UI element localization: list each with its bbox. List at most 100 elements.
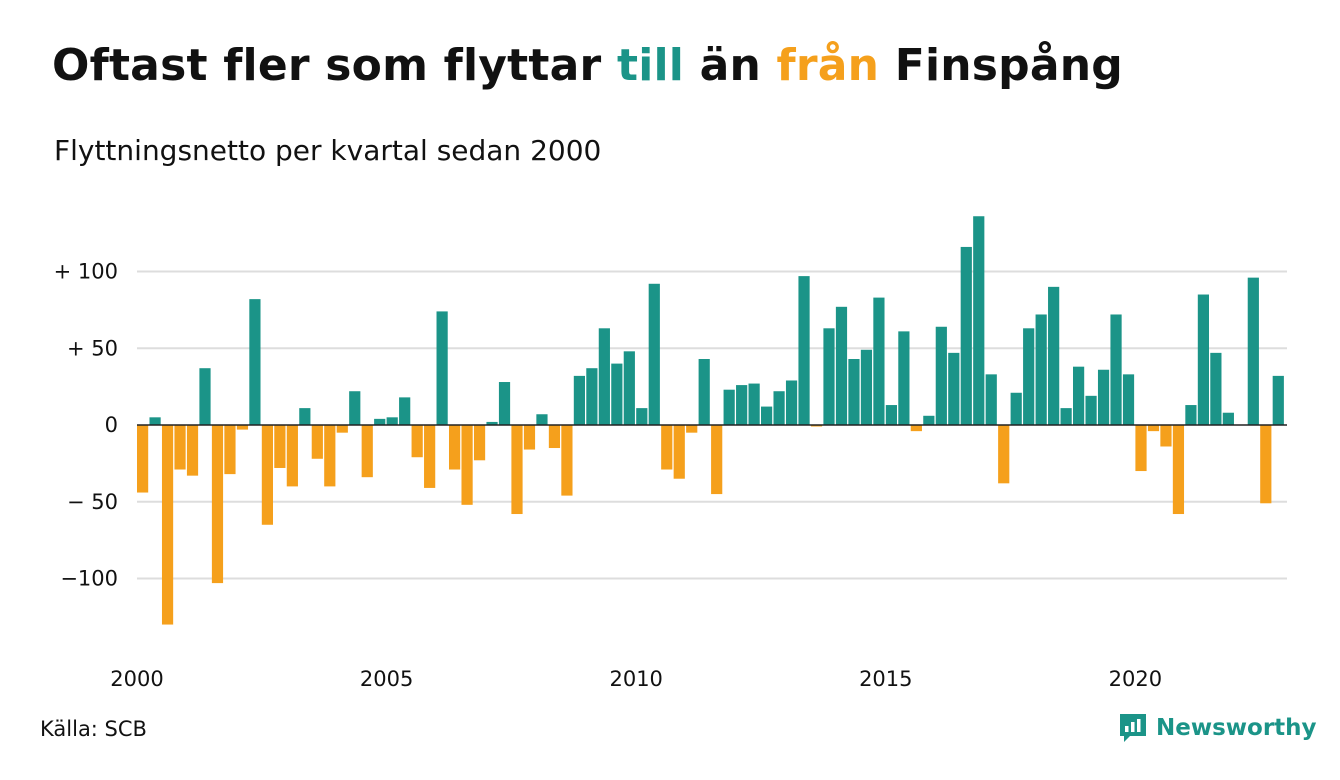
bar [948, 352, 960, 425]
bar [1172, 425, 1185, 515]
bar [498, 382, 511, 425]
bar [536, 414, 548, 425]
bar [1160, 425, 1172, 447]
bar [174, 425, 186, 470]
bar [1147, 425, 1160, 432]
bar [224, 425, 236, 475]
bar [361, 425, 373, 478]
bar [386, 417, 398, 425]
bar [523, 425, 536, 450]
bar [137, 425, 149, 493]
bar [648, 283, 660, 425]
bar [1048, 286, 1060, 425]
bar [1110, 314, 1122, 425]
bar [723, 389, 735, 425]
bar [773, 391, 785, 425]
bar [449, 425, 461, 470]
bar [910, 425, 922, 432]
y-tick-label: −100 [60, 567, 118, 591]
bar [586, 368, 598, 425]
bar [199, 368, 211, 425]
x-axis-labels: 2000 2005 2010 2015 2020 [110, 667, 1162, 691]
bar [473, 425, 486, 461]
bar [1060, 408, 1072, 425]
bars [137, 216, 1284, 625]
grid-lines [137, 270, 1287, 580]
bar [1185, 405, 1197, 425]
chart-subtitle: Flyttningsnetto per kvartal sedan 2000 [54, 134, 602, 167]
bar [873, 297, 885, 425]
bar [511, 425, 523, 515]
brand-name: Newsworthy [1156, 715, 1317, 741]
bar [898, 331, 910, 425]
bar [436, 311, 448, 425]
bar [661, 425, 673, 470]
bar [1272, 375, 1284, 425]
x-tick-label: 2015 [859, 667, 912, 691]
bar [835, 306, 848, 425]
bar [673, 425, 685, 479]
bar [998, 425, 1010, 484]
bar [161, 425, 174, 625]
source-note: Källa: SCB [40, 717, 147, 741]
x-tick-label: 2020 [1109, 667, 1162, 691]
bar [860, 349, 873, 425]
bar [736, 385, 748, 425]
bar [286, 425, 298, 487]
bar [623, 351, 635, 425]
bar [761, 406, 773, 425]
bar [1222, 412, 1234, 425]
brand: Newsworthy [1118, 712, 1317, 744]
bar [1010, 392, 1022, 425]
bar [923, 415, 935, 425]
bar [336, 425, 348, 433]
bar [261, 425, 273, 525]
y-tick-label: + 100 [54, 260, 118, 284]
title-till: till [616, 40, 685, 91]
bar [885, 405, 897, 425]
y-tick-label: + 50 [67, 336, 118, 360]
bar [698, 359, 710, 425]
bar [548, 425, 561, 449]
bar [785, 380, 798, 426]
bar [311, 425, 323, 459]
chart-title: Oftast fler som flyttar till än från Fin… [52, 40, 1123, 93]
bar [1035, 314, 1047, 425]
title-part2: än [684, 40, 777, 91]
bar [973, 216, 985, 425]
y-axis-labels: + 100 + 50 0 − 50 −100 [54, 260, 118, 591]
bar [823, 328, 835, 425]
title-fran: från [776, 40, 880, 91]
bar [1073, 366, 1085, 425]
bar [249, 299, 261, 425]
bar [411, 425, 423, 458]
bar [1210, 352, 1222, 425]
title-part1: Oftast fler som flyttar [52, 40, 617, 91]
bar [211, 425, 224, 584]
bar [1260, 425, 1272, 504]
bar [1122, 374, 1135, 425]
bar [186, 425, 199, 476]
bar [299, 408, 311, 425]
bar [573, 375, 585, 425]
bar [798, 276, 810, 425]
bar [399, 397, 411, 425]
bar [349, 391, 361, 425]
newsworthy-logo-icon [1120, 714, 1146, 742]
x-tick-label: 2010 [609, 667, 662, 691]
bar [1097, 369, 1110, 425]
bar [461, 425, 473, 505]
y-tick-label: 0 [105, 413, 118, 437]
bar [636, 408, 648, 425]
bar [274, 425, 286, 468]
bar [711, 425, 723, 495]
y-tick-label: − 50 [67, 490, 118, 514]
x-tick-label: 2005 [360, 667, 413, 691]
bar [486, 421, 498, 425]
bar [748, 383, 760, 426]
bar [611, 363, 623, 425]
bar [848, 359, 860, 425]
title-part3: Finspång [879, 40, 1123, 91]
bar [985, 374, 997, 425]
bar [1197, 294, 1209, 425]
